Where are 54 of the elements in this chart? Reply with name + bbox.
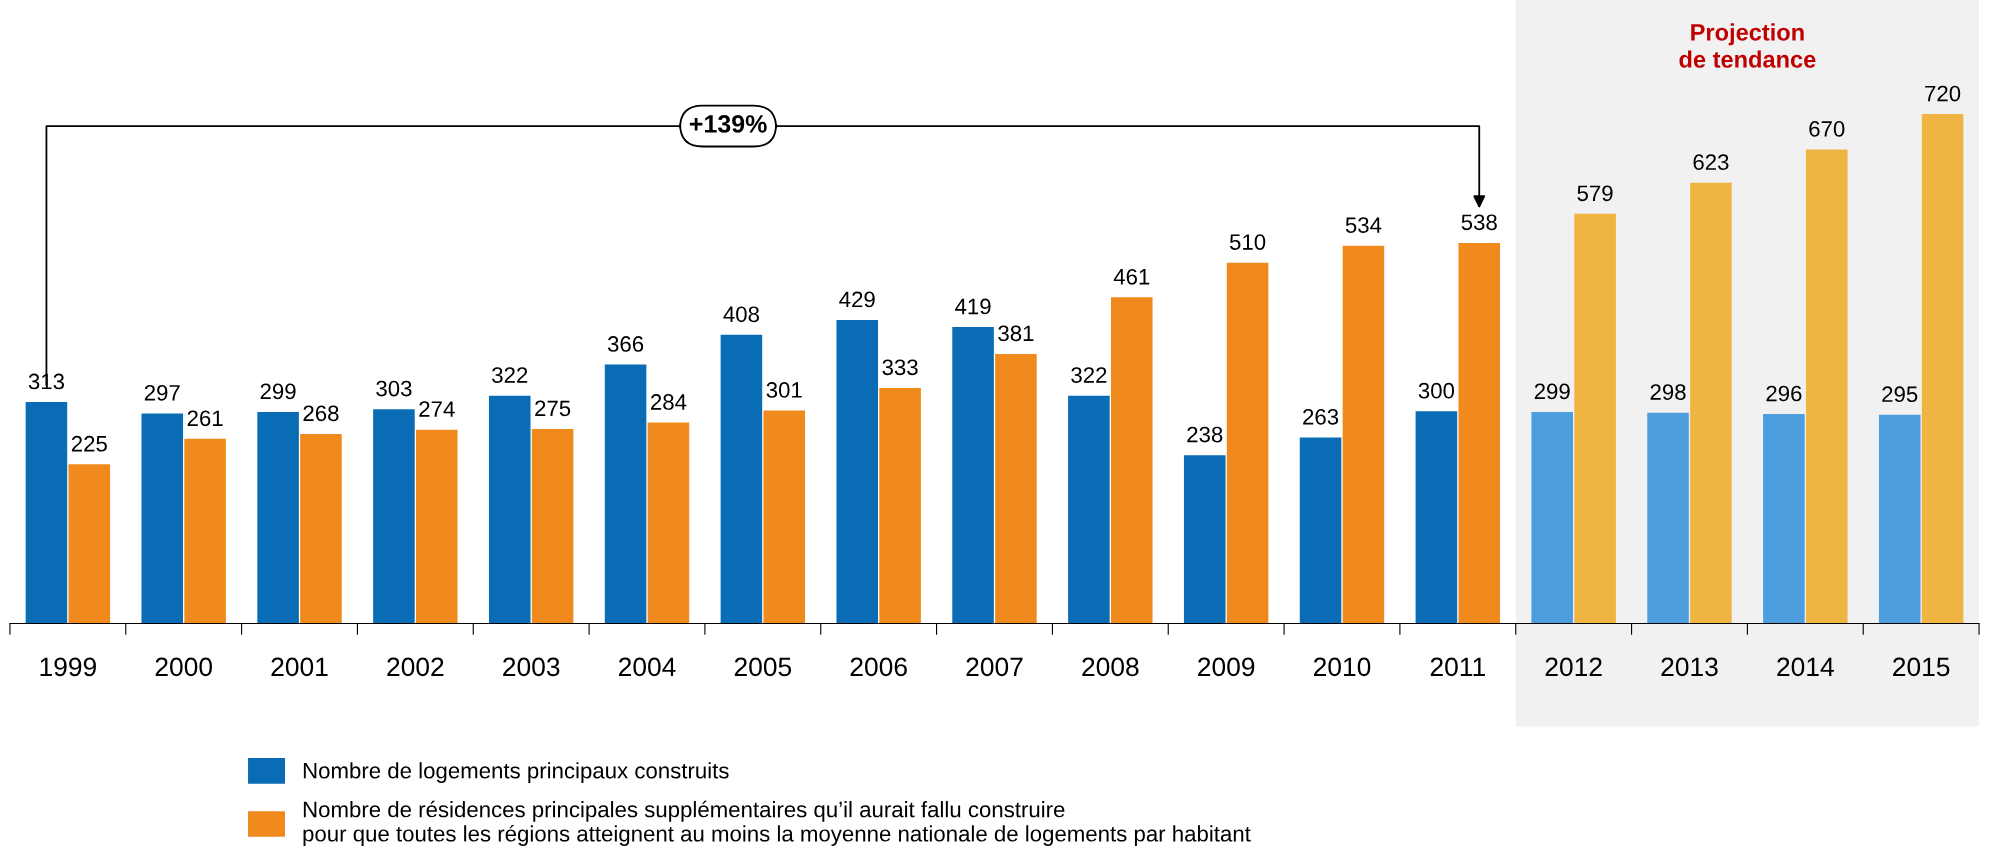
x-tick-label: 2008 (1082, 657, 1139, 677)
data-label: 300 (1418, 382, 1455, 399)
x-tick-label: 2014 (1777, 657, 1834, 677)
x-tick-label: 2004 (618, 657, 676, 677)
data-label: 408 (723, 306, 759, 323)
x-tick-label: 2009 (1198, 657, 1255, 677)
data-label: 579 (1577, 185, 1613, 202)
data-label: 303 (376, 380, 412, 397)
data-label: 322 (1071, 367, 1107, 383)
x-tick-label: 2010 (1313, 657, 1371, 677)
data-label: 284 (651, 394, 687, 410)
x-tick-label: 2000 (155, 657, 213, 677)
data-label: 534 (1345, 217, 1382, 233)
data-label: 225 (71, 435, 107, 452)
x-tick-label: 2006 (850, 657, 907, 677)
band-label: Projection de tendance (1679, 23, 1816, 68)
annotation: +139% (689, 115, 767, 133)
data-label: 419 (955, 298, 991, 315)
data-label: 268 (303, 405, 339, 422)
x-tick-label: 2011 (1430, 657, 1485, 677)
data-label: 298 (1650, 384, 1686, 400)
data-label: 429 (839, 291, 875, 308)
x-tick-label: 2015 (1893, 657, 1950, 677)
x-tick-label: 2005 (734, 657, 792, 677)
data-label: 538 (1461, 214, 1497, 231)
data-label: 297 (144, 384, 180, 401)
legend-label: Nombre de résidences principales supplémentaires qu’il aurait fallu construire pour que toutes les régions atteignent au moins la moyenne nationale de logements par habitant (303, 800, 1251, 846)
x-tick-label: 2002 (387, 657, 444, 677)
x-tick-label: 2001 (271, 657, 328, 677)
data-label: 299 (1534, 383, 1570, 400)
data-label: 299 (260, 383, 296, 400)
data-label: 720 (1925, 85, 1961, 102)
data-label: 261 (187, 410, 223, 427)
data-label: 461 (1113, 268, 1150, 285)
data-label: 322 (492, 367, 528, 383)
data-label: 301 (766, 382, 802, 398)
data-label: 670 (1809, 121, 1845, 137)
data-label: 366 (607, 336, 644, 352)
x-tick-label: 2007 (966, 657, 1023, 677)
data-label: 381 (998, 325, 1034, 342)
data-label: 510 (1229, 234, 1266, 250)
data-label: 263 (1303, 408, 1339, 425)
legend-label: Nombre de logements principaux construits (303, 762, 729, 783)
x-tick-label: 2003 (503, 657, 560, 677)
data-label: 275 (535, 400, 571, 417)
data-label: 238 (1187, 426, 1223, 443)
data-label: 333 (882, 359, 918, 376)
x-tick-label: 1999 (40, 657, 96, 677)
data-label: 274 (419, 401, 455, 417)
x-tick-label: 2013 (1661, 657, 1718, 677)
data-label: 623 (1693, 154, 1729, 171)
data-label: 296 (1766, 385, 1802, 402)
data-label: 295 (1882, 386, 1918, 403)
x-tick-label: 2012 (1545, 657, 1602, 677)
